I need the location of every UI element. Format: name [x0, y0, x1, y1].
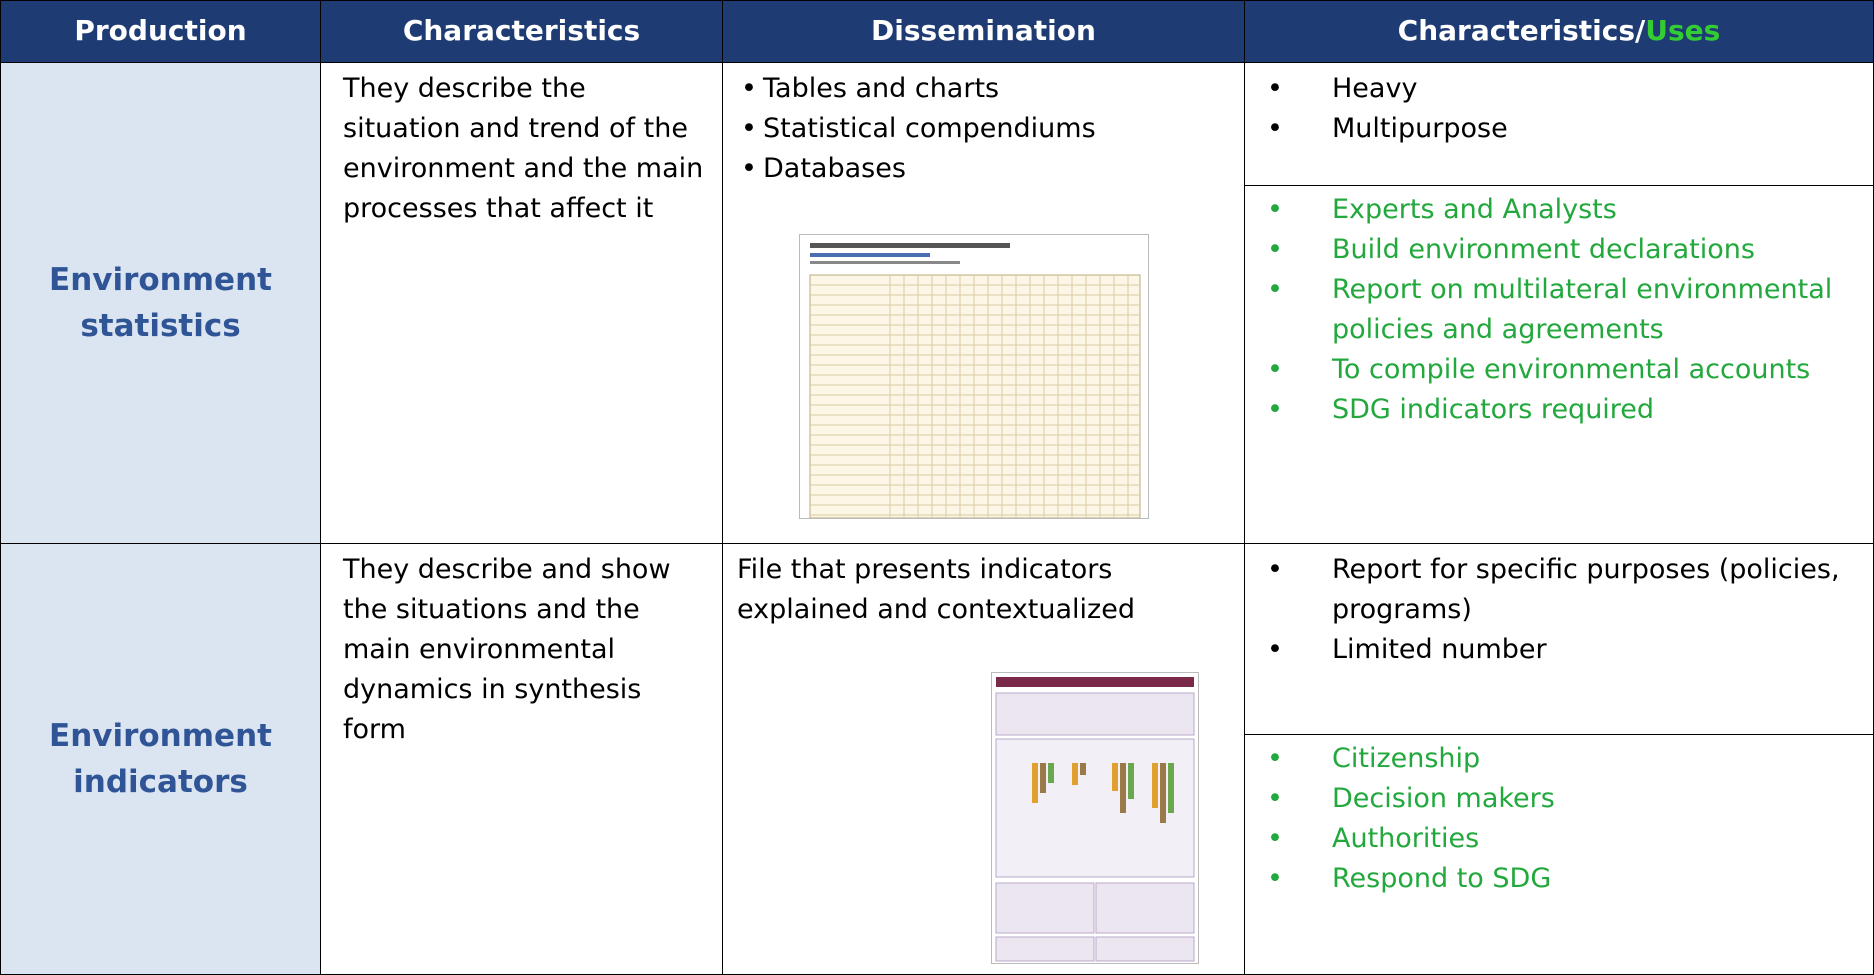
features-cell: Report for specific purposes (policies, … — [1244, 543, 1874, 735]
use-item: SDG indicators required — [1245, 390, 1859, 430]
dissemination-item: Statistical compendiums — [737, 109, 1230, 149]
header-text: Characteristics/ — [1397, 14, 1646, 47]
feature-item: Report for specific purposes (policies, … — [1245, 550, 1859, 630]
header-cell: Characteristics — [320, 0, 723, 63]
use-item: To compile environmental accounts — [1245, 350, 1859, 390]
use-item: Report on multilateral environmental pol… — [1245, 270, 1859, 350]
use-item: Citizenship — [1245, 739, 1859, 779]
header-cell: Dissemination — [722, 0, 1245, 63]
use-item: Respond to SDG — [1245, 859, 1859, 899]
uses-cell: Experts and AnalystsBuild environment de… — [1244, 185, 1874, 544]
features-cell: HeavyMultipurpose — [1244, 62, 1874, 186]
header-cell: Production — [0, 0, 321, 63]
feature-item: Limited number — [1245, 630, 1859, 670]
feature-item: Heavy — [1245, 69, 1859, 109]
uses-cell: CitizenshipDecision makersAuthoritiesRes… — [1244, 734, 1874, 975]
dissemination-text: File that presents indicators explained … — [737, 554, 1135, 625]
use-item: Experts and Analysts — [1245, 190, 1859, 230]
header-cell: Characteristics/Uses — [1244, 0, 1874, 63]
dissemination-cell: Tables and chartsStatistical compendiums… — [722, 62, 1245, 544]
dissemination-item: Tables and charts — [737, 69, 1230, 109]
characteristics-cell: They describe and show the situations an… — [320, 543, 723, 975]
features-list: Report for specific purposes (policies, … — [1245, 550, 1859, 670]
header-highlight: Uses — [1645, 14, 1721, 47]
features-list: HeavyMultipurpose — [1245, 69, 1859, 149]
dissemination-item: Databases — [737, 149, 1230, 189]
table-thumbnail — [799, 234, 1149, 519]
use-item: Decision makers — [1245, 779, 1859, 819]
use-item: Authorities — [1245, 819, 1859, 859]
feature-item: Multipurpose — [1245, 109, 1859, 149]
dissemination-list: Tables and chartsStatistical compendiums… — [737, 69, 1230, 189]
characteristics-cell: They describe the situation and trend of… — [320, 62, 723, 544]
use-item: Build environment declarations — [1245, 230, 1859, 270]
indicator-thumbnail — [991, 672, 1199, 964]
dissemination-cell: File that presents indicators explained … — [722, 543, 1245, 975]
uses-list: CitizenshipDecision makersAuthoritiesRes… — [1245, 739, 1859, 899]
uses-list: Experts and AnalystsBuild environment de… — [1245, 190, 1859, 430]
production-cell: Environment indicators — [0, 543, 321, 975]
production-cell: Environment statistics — [0, 62, 321, 544]
